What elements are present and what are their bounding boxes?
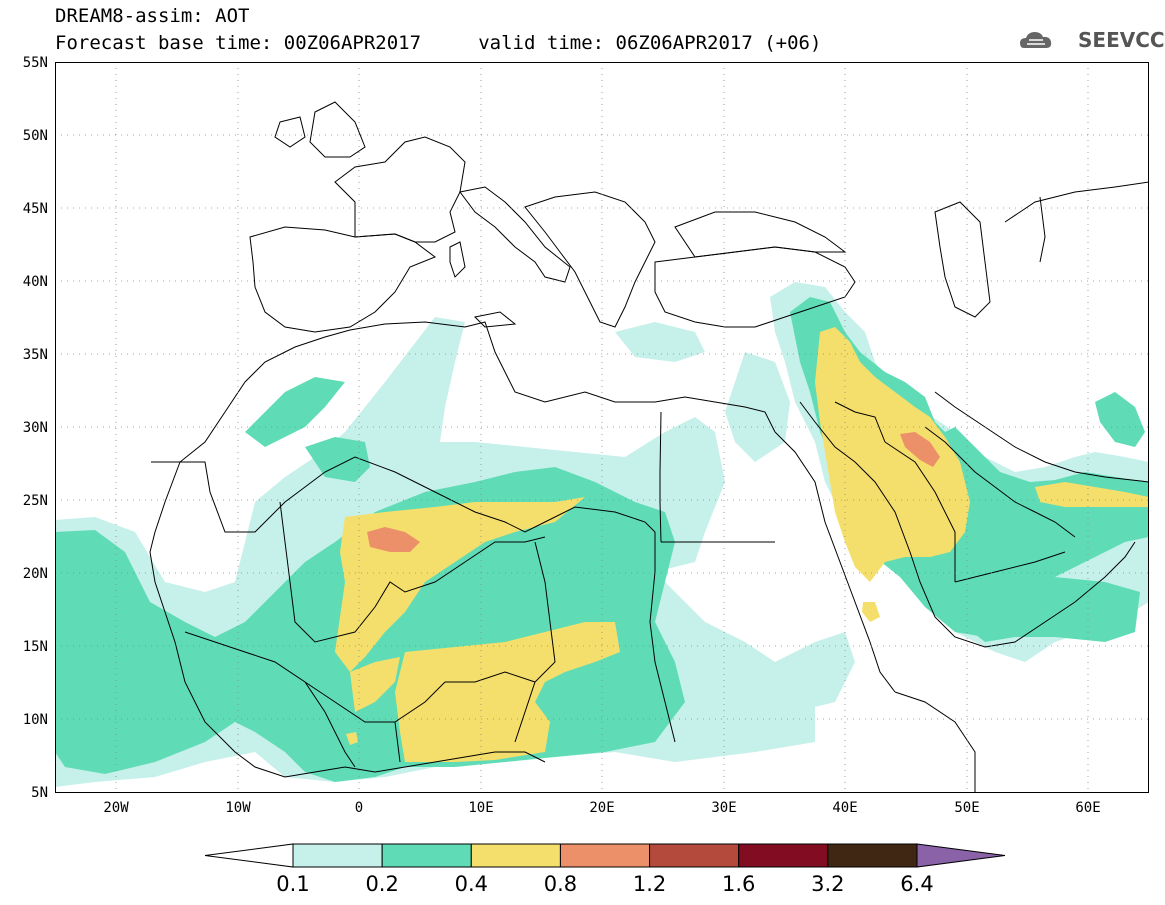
lat-label-15n: 15N (22, 639, 48, 655)
lat-label-25n: 25N (22, 493, 48, 509)
lat-label-30n: 30N (22, 420, 48, 436)
lat-label-35n: 35N (22, 347, 48, 363)
colorbar-segment (649, 843, 740, 868)
colorbar (205, 843, 1005, 868)
aot-level-0-8 (367, 432, 940, 552)
colorbar-label: 0.4 (454, 872, 488, 896)
colorbar-label: 6.4 (900, 872, 934, 896)
colorbar-label: 0.2 (365, 872, 399, 896)
colorbar-segment (381, 843, 472, 868)
colorbar-segment (738, 843, 829, 868)
lon-label-20w: 20W (103, 800, 129, 816)
seevccc-logo-text: SEEVCCC (1078, 28, 1165, 52)
lon-label-40e: 40E (832, 800, 858, 816)
cloud-icon (1020, 32, 1052, 48)
lat-label-40n: 40N (22, 274, 48, 290)
coastlines (149, 101, 1149, 793)
lat-label-45n: 45N (22, 201, 48, 217)
aot-map (55, 62, 1149, 793)
colorbar-label: 0.1 (276, 872, 310, 896)
lon-label-60e: 60E (1075, 800, 1101, 816)
colorbar-label: 0.8 (543, 872, 578, 896)
aot-level-0-2 (55, 297, 1149, 782)
lon-label-10e: 10E (468, 800, 494, 816)
lat-label-20n: 20N (22, 566, 48, 582)
map-grid (55, 62, 1149, 793)
lon-label-30e: 30E (711, 800, 737, 816)
colorbar-label: 1.6 (722, 872, 756, 896)
title-line-1: DREAM8-assim: AOT (55, 5, 250, 27)
lon-label-10w: 10W (225, 800, 251, 816)
lon-label-50e: 50E (954, 800, 980, 816)
lat-label-55n: 55N (22, 55, 48, 71)
lat-label-5n: 5N (31, 785, 48, 801)
lon-label-20e: 20E (589, 800, 615, 816)
colorbar-arrow-low (205, 843, 294, 868)
title-line-2: Forecast base time: 00Z06APR2017 valid t… (55, 32, 822, 54)
colorbar-segment (470, 843, 561, 868)
colorbar-label: 1.2 (632, 872, 667, 896)
colorbar-segment (827, 843, 918, 868)
colorbar-arrow-high (916, 843, 1005, 868)
colorbar-segment (559, 843, 651, 868)
lat-label-10n: 10N (22, 712, 48, 728)
lon-label-0: 0 (354, 800, 364, 816)
colorbar-label: 3.2 (811, 872, 845, 896)
colorbar-segment (292, 843, 383, 868)
lat-label-50n: 50N (22, 128, 48, 144)
